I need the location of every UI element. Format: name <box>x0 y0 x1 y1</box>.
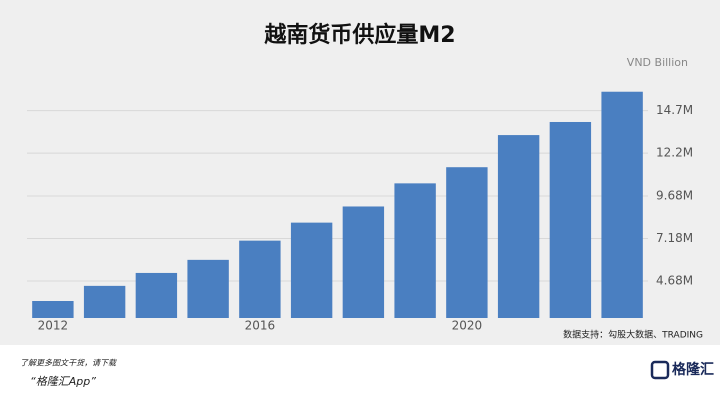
source: 数据支持：勾股大数据、TRADING <box>563 329 703 341</box>
bar <box>497 135 540 318</box>
bar <box>342 206 385 318</box>
chart-title: 越南货币供应量M2 <box>263 22 455 48</box>
x-tick-label: 2020 <box>452 319 483 333</box>
unit-label: VND Billion <box>627 56 688 69</box>
y-tick-label: 4.68M <box>656 273 693 287</box>
footer-app: “格隆汇App” <box>30 375 96 388</box>
bar <box>135 272 178 318</box>
footer-background <box>0 345 720 406</box>
bar <box>83 285 126 318</box>
logo-icon <box>650 360 670 380</box>
bar <box>290 222 333 318</box>
y-tick-label: 9.68M <box>656 188 693 202</box>
y-tick-label: 12.2M <box>656 146 693 160</box>
x-tick-label: 2012 <box>38 319 69 333</box>
bar <box>446 167 488 318</box>
logo-text: 格隆汇 <box>672 361 714 378</box>
bar <box>239 240 281 318</box>
bar <box>601 91 643 318</box>
y-tick-label: 7.18M <box>656 231 693 245</box>
bar <box>32 301 74 318</box>
x-tick-label: 2016 <box>245 319 276 333</box>
footer-text: 了解更多图文干货，请下载 <box>20 359 117 368</box>
bar <box>549 121 592 319</box>
y-tick-label: 14.7M <box>656 103 693 117</box>
bar <box>187 259 229 318</box>
bar <box>394 183 436 318</box>
